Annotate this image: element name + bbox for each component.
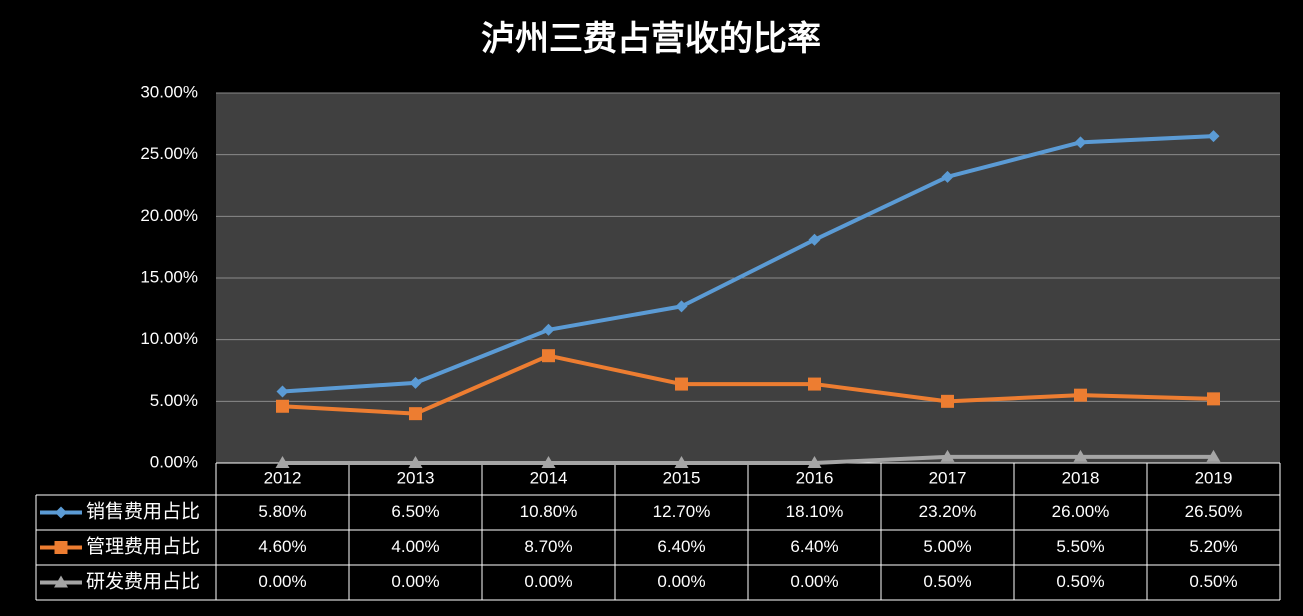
table-value: 5.20% bbox=[1189, 537, 1237, 556]
marker bbox=[408, 456, 423, 468]
table-value: 5.80% bbox=[258, 502, 306, 521]
marker bbox=[1074, 388, 1087, 402]
marker bbox=[940, 449, 955, 462]
table-value: 26.50% bbox=[1185, 502, 1243, 521]
table-value: 4.00% bbox=[391, 537, 439, 556]
marker bbox=[409, 376, 422, 389]
x-tick-label: 2015 bbox=[663, 468, 701, 487]
legend-label: 研发费用占比 bbox=[86, 571, 200, 593]
table-value: 26.00% bbox=[1052, 502, 1110, 521]
marker bbox=[675, 377, 688, 391]
marker bbox=[1073, 449, 1088, 462]
x-tick-label: 2012 bbox=[264, 468, 302, 487]
table-value: 23.20% bbox=[919, 502, 977, 521]
x-tick-label: 2017 bbox=[929, 468, 967, 487]
marker bbox=[1206, 449, 1221, 462]
y-tick-label: 5.00% bbox=[150, 391, 198, 410]
marker bbox=[541, 456, 556, 468]
marker bbox=[941, 394, 954, 408]
legend-label: 销售费用占比 bbox=[86, 501, 200, 523]
marker bbox=[1207, 130, 1220, 143]
table-value: 0.50% bbox=[1056, 572, 1104, 591]
legend-label: 管理费用占比 bbox=[86, 536, 200, 558]
y-tick-label: 25.00% bbox=[140, 144, 198, 163]
marker bbox=[674, 456, 689, 468]
y-tick-label: 0.00% bbox=[150, 452, 198, 471]
table-value: 6.40% bbox=[790, 537, 838, 556]
table-value: 0.00% bbox=[524, 572, 572, 591]
y-tick-label: 20.00% bbox=[140, 206, 198, 225]
series-line bbox=[282, 454, 1214, 465]
marker bbox=[1207, 392, 1220, 406]
marker bbox=[54, 575, 68, 588]
x-tick-label: 2014 bbox=[530, 468, 568, 487]
marker bbox=[276, 385, 289, 398]
table-value: 0.00% bbox=[258, 572, 306, 591]
marker bbox=[54, 541, 68, 554]
table-value: 0.00% bbox=[657, 572, 705, 591]
marker bbox=[275, 456, 290, 468]
table-value: 5.00% bbox=[923, 537, 971, 556]
table-value: 0.00% bbox=[391, 572, 439, 591]
marker bbox=[807, 456, 822, 468]
table-value: 5.50% bbox=[1056, 537, 1104, 556]
marker bbox=[675, 300, 688, 313]
marker bbox=[542, 323, 555, 336]
marker bbox=[808, 377, 821, 391]
x-tick-label: 2019 bbox=[1195, 468, 1233, 487]
series-line bbox=[282, 134, 1214, 394]
table-value: 8.70% bbox=[524, 537, 572, 556]
y-tick-label: 30.00% bbox=[140, 82, 198, 101]
x-tick-label: 2013 bbox=[397, 468, 435, 487]
x-tick-label: 2018 bbox=[1062, 468, 1100, 487]
table-value: 0.00% bbox=[790, 572, 838, 591]
marker bbox=[941, 170, 954, 183]
marker bbox=[409, 407, 422, 421]
table-value: 6.40% bbox=[657, 537, 705, 556]
x-tick-label: 2016 bbox=[796, 468, 834, 487]
table-value: 0.50% bbox=[1189, 572, 1237, 591]
marker bbox=[542, 349, 555, 363]
marker bbox=[55, 506, 67, 519]
chart-title: 泸州三费占营收的比率 bbox=[481, 20, 821, 58]
table-value: 10.80% bbox=[520, 502, 578, 521]
marker bbox=[1074, 136, 1087, 149]
table-value: 18.10% bbox=[786, 502, 844, 521]
table-value: 6.50% bbox=[391, 502, 439, 521]
table-value: 0.50% bbox=[923, 572, 971, 591]
y-tick-label: 10.00% bbox=[140, 329, 198, 348]
marker bbox=[276, 399, 289, 413]
series-line bbox=[282, 353, 1214, 416]
table-value: 12.70% bbox=[653, 502, 711, 521]
marker bbox=[808, 233, 821, 246]
table-value: 4.60% bbox=[258, 537, 306, 556]
y-tick-label: 15.00% bbox=[140, 267, 198, 286]
